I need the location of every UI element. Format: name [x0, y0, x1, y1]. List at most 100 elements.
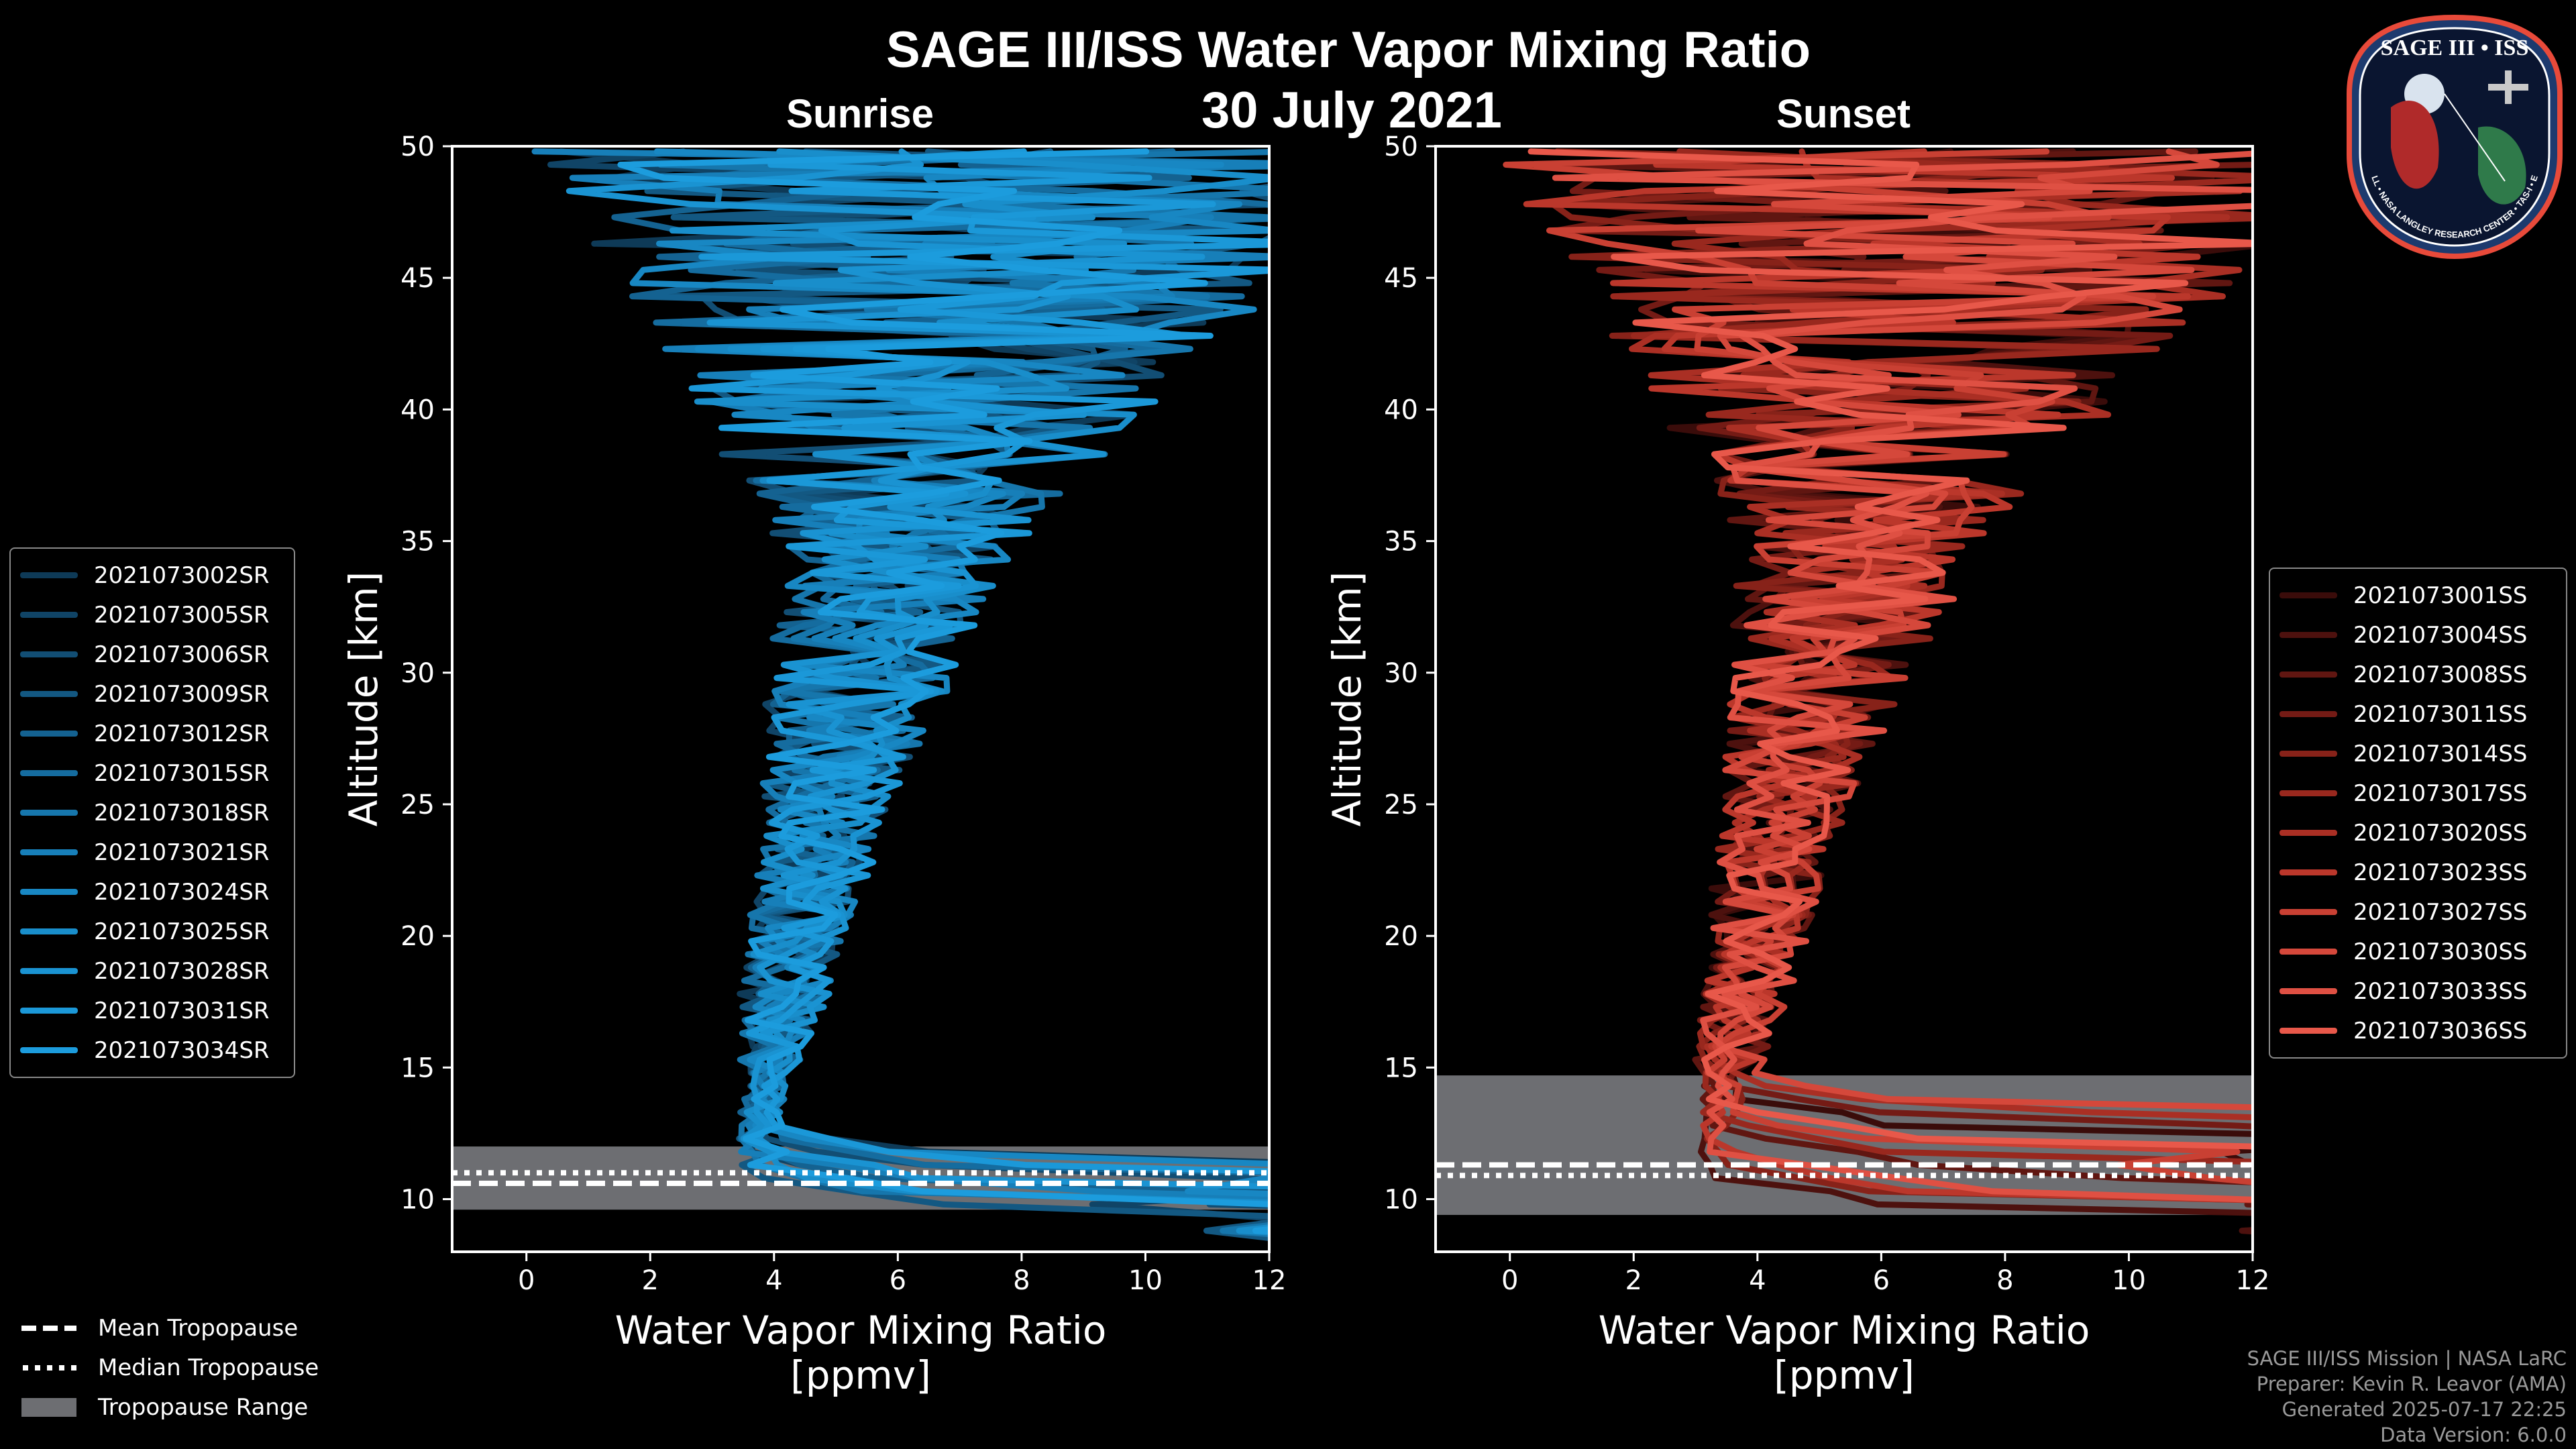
sunset-legend-swatch — [2279, 1028, 2337, 1034]
sunrise-legend-item: 2021073009SR — [20, 674, 284, 714]
sunrise-y-tick-label: 50 — [400, 131, 435, 162]
sunset-y-axis-label: Altitude [km] — [1324, 572, 1370, 826]
sunrise-x-axis-label: Water Vapor Mixing Ratio — [615, 1307, 1107, 1353]
sunrise-legend-item: 2021073006SR — [20, 635, 284, 674]
sunset-x-tick-label: 6 — [1873, 1265, 1890, 1296]
sunset-legend-swatch — [2279, 949, 2337, 955]
sunset-legend-item: 2021073033SS — [2279, 971, 2557, 1011]
sunrise-x-tick-label: 6 — [890, 1265, 906, 1296]
sunset-y-tick-label: 45 — [1384, 263, 1418, 294]
sunrise-legend-swatch — [20, 810, 78, 816]
sunset-x-tick-label: 0 — [1501, 1265, 1518, 1296]
sunset-legend-item: 2021073011SS — [2279, 694, 2557, 734]
median-tropopause-legend-item: Median Tropopause — [20, 1348, 319, 1387]
credits-mission: SAGE III/ISS Mission | NASA LaRC — [2247, 1347, 2567, 1370]
sunrise-legend-swatch — [20, 731, 78, 737]
sunrise-legend-label: 2021073018SR — [94, 799, 270, 826]
sunrise-y-tick-label: 30 — [400, 658, 435, 689]
sunset-legend-label: 2021073004SS — [2353, 621, 2528, 649]
sunrise-legend-item: 2021073021SR — [20, 833, 284, 872]
sunrise-legend-item: 2021073002SR — [20, 555, 284, 595]
sunset-legend-swatch — [2279, 909, 2337, 915]
sunrise-legend: 2021073002SR 2021073005SR 2021073006SR 2021… — [9, 547, 295, 1078]
sunset-axes-frame — [1434, 145, 2254, 1253]
sunset-y-tick-label: 35 — [1384, 527, 1418, 557]
sunrise-axes-frame — [451, 145, 1271, 1253]
sunrise-y-tick-label: 10 — [400, 1185, 435, 1216]
sunrise-x-tick-label: 2 — [642, 1265, 659, 1296]
sunset-x-tick-label: 10 — [2112, 1265, 2146, 1296]
sunrise-y-tick-label: 20 — [400, 921, 435, 952]
sunset-legend-item: 2021073008SS — [2279, 655, 2557, 694]
credits: SAGE III/ISS Mission | NASA LaRC Prepare… — [2247, 1346, 2567, 1448]
sunrise-y-tick-label: 40 — [400, 394, 435, 425]
sunrise-legend-label: 2021073006SR — [94, 641, 270, 668]
tropopause-legend: Mean Tropopause Median Tropopause Tropop… — [20, 1308, 319, 1427]
sunset-legend-item: 2021073030SS — [2279, 932, 2557, 971]
sunrise-legend-item: 2021073024SR — [20, 872, 284, 912]
sunrise-legend-swatch — [20, 1047, 78, 1053]
sunset-legend-label: 2021073027SS — [2353, 898, 2528, 926]
sunrise-legend-swatch — [20, 849, 78, 855]
sunset-y-tick-label: 20 — [1384, 921, 1418, 952]
sunset-legend-swatch — [2279, 751, 2337, 757]
sunset-legend-label: 2021073014SS — [2353, 740, 2528, 767]
tropopause-range-legend-item: Tropopause Range — [20, 1387, 319, 1427]
sunrise-legend-label: 2021073012SR — [94, 720, 270, 747]
sunrise-legend-item: 2021073028SR — [20, 951, 284, 991]
sunrise-legend-label: 2021073024SR — [94, 878, 270, 906]
sunset-legend-item: 2021073017SS — [2279, 773, 2557, 813]
sunrise-legend-swatch — [20, 691, 78, 697]
sunrise-legend-label: 2021073031SR — [94, 997, 270, 1024]
sunset-y-tick-label: 30 — [1384, 658, 1418, 689]
credits-generated: Generated 2025-07-17 22:25 — [2282, 1398, 2567, 1421]
sage-iii-iss-mission-patch-logo: SAGE III • ISS BALL • NASA LANGLEY RESEA… — [2344, 13, 2563, 260]
sunset-legend: 2021073001SS 2021073004SS 2021073008SS 2021… — [2269, 568, 2567, 1059]
sunset-legend-swatch — [2279, 869, 2337, 875]
sunrise-x-tick-label: 8 — [1013, 1265, 1030, 1296]
sunrise-legend-swatch — [20, 572, 78, 578]
mean-tropopause-legend-item: Mean Tropopause — [20, 1308, 319, 1348]
sunrise-legend-item: 2021073031SR — [20, 991, 284, 1030]
sunset-x-tick-label: 4 — [1749, 1265, 1766, 1296]
sunrise-legend-swatch — [20, 770, 78, 776]
sunset-y-tick-label: 10 — [1384, 1185, 1418, 1216]
sunset-profile-2021073036SS — [1527, 148, 2253, 1150]
sunrise-y-tick-label: 25 — [400, 790, 435, 820]
sunset-legend-label: 2021073020SS — [2353, 819, 2528, 847]
sunset-legend-item: 2021073004SS — [2279, 615, 2557, 655]
median-tropopause-label: Median Tropopause — [98, 1354, 319, 1381]
sunrise-y-tick-label: 35 — [400, 527, 435, 557]
sunrise-panel: 0 2 4 6 8 10 12 10 15 20 25 30 35 40 45 50 Sunrise Water … — [341, 91, 1286, 1398]
credits-version: Data Version: 6.0.0 — [2380, 1424, 2567, 1446]
sunrise-legend-label: 2021073002SR — [94, 561, 270, 589]
sunrise-legend-swatch — [20, 968, 78, 974]
sunset-y-tick-label: 50 — [1384, 131, 1418, 162]
sunset-legend-item: 2021073023SS — [2279, 853, 2557, 892]
sunset-legend-label: 2021073001SS — [2353, 582, 2528, 609]
sunrise-y-tick-label: 45 — [400, 263, 435, 294]
sunrise-y-tick-label: 15 — [400, 1053, 435, 1083]
sunset-legend-swatch — [2279, 672, 2337, 678]
sunrise-plot-area — [452, 148, 1269, 1242]
sunrise-legend-swatch — [20, 928, 78, 934]
sunrise-legend-label: 2021073034SR — [94, 1036, 270, 1064]
sunrise-legend-item: 2021073015SR — [20, 753, 284, 793]
sunset-x-axis-unit-label: [ppmv] — [1774, 1352, 1915, 1398]
sunset-legend-swatch — [2279, 592, 2337, 598]
sunset-y-tick-label: 25 — [1384, 790, 1418, 820]
sunrise-legend-label: 2021073021SR — [94, 839, 270, 866]
sunset-y-tick-label: 40 — [1384, 394, 1418, 425]
sunrise-x-axis-unit-label: [ppmv] — [790, 1352, 931, 1398]
sunrise-x-tick-label: 0 — [518, 1265, 535, 1296]
sunset-x-tick-label: 12 — [2236, 1265, 2270, 1296]
sunrise-legend-swatch — [20, 651, 78, 657]
sunrise-legend-item: 2021073025SR — [20, 912, 284, 951]
sunset-legend-label: 2021073036SS — [2353, 1017, 2528, 1044]
sunset-legend-swatch — [2279, 711, 2337, 717]
sunrise-legend-label: 2021073015SR — [94, 759, 270, 787]
sunrise-legend-label: 2021073028SR — [94, 957, 270, 985]
sunrise-x-tick-label: 4 — [765, 1265, 782, 1296]
sunset-legend-swatch — [2279, 830, 2337, 836]
